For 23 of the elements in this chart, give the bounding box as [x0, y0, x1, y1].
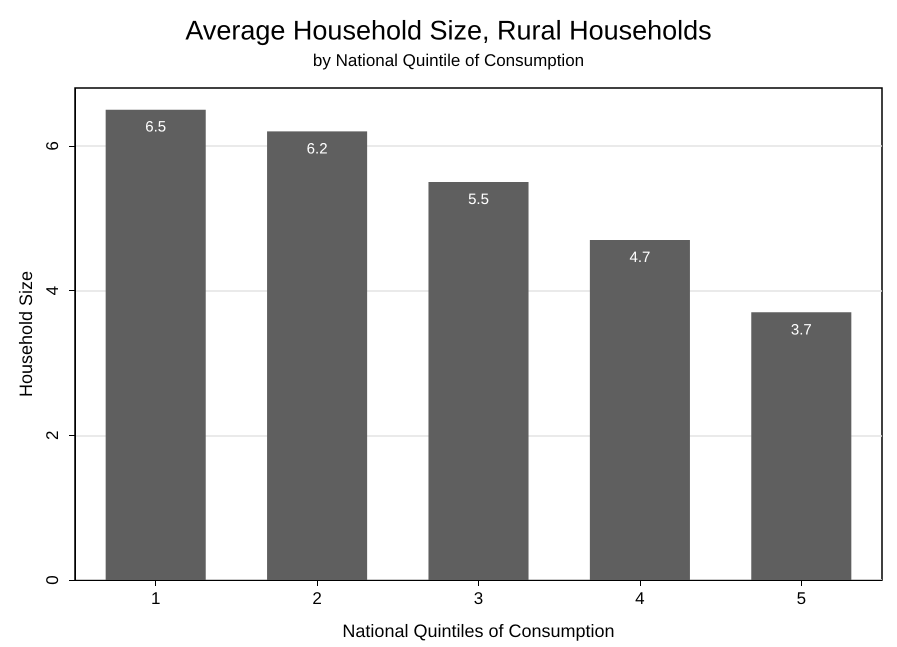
x-tick-label: 2 — [312, 589, 322, 608]
x-axis-title: National Quintiles of Consumption — [342, 621, 615, 641]
data-label: 6.2 — [306, 140, 328, 158]
y-tick-label: 6 — [43, 141, 62, 151]
x-tick-label: 4 — [635, 589, 645, 608]
bar — [751, 312, 852, 580]
chart-title: Average Household Size, Rural Households — [185, 16, 712, 46]
bar — [428, 182, 529, 580]
data-label: 4.7 — [629, 248, 650, 266]
y-axis-title: Household Size — [16, 270, 36, 398]
x-tick-label: 1 — [150, 589, 160, 608]
data-label: 5.5 — [468, 191, 489, 208]
y-tick-label: 4 — [43, 286, 62, 296]
bar — [590, 240, 690, 580]
y-tick-label: 0 — [43, 575, 62, 585]
y-tick-label: 2 — [43, 430, 62, 440]
x-tick-label: 5 — [796, 589, 806, 608]
data-label: 3.7 — [790, 321, 812, 338]
x-tick-label: 3 — [474, 589, 484, 608]
bar — [267, 131, 368, 580]
chart-subtitle: by National Quintile of Consumption — [312, 51, 584, 70]
bar — [106, 110, 206, 580]
data-label: 6.5 — [145, 118, 166, 136]
